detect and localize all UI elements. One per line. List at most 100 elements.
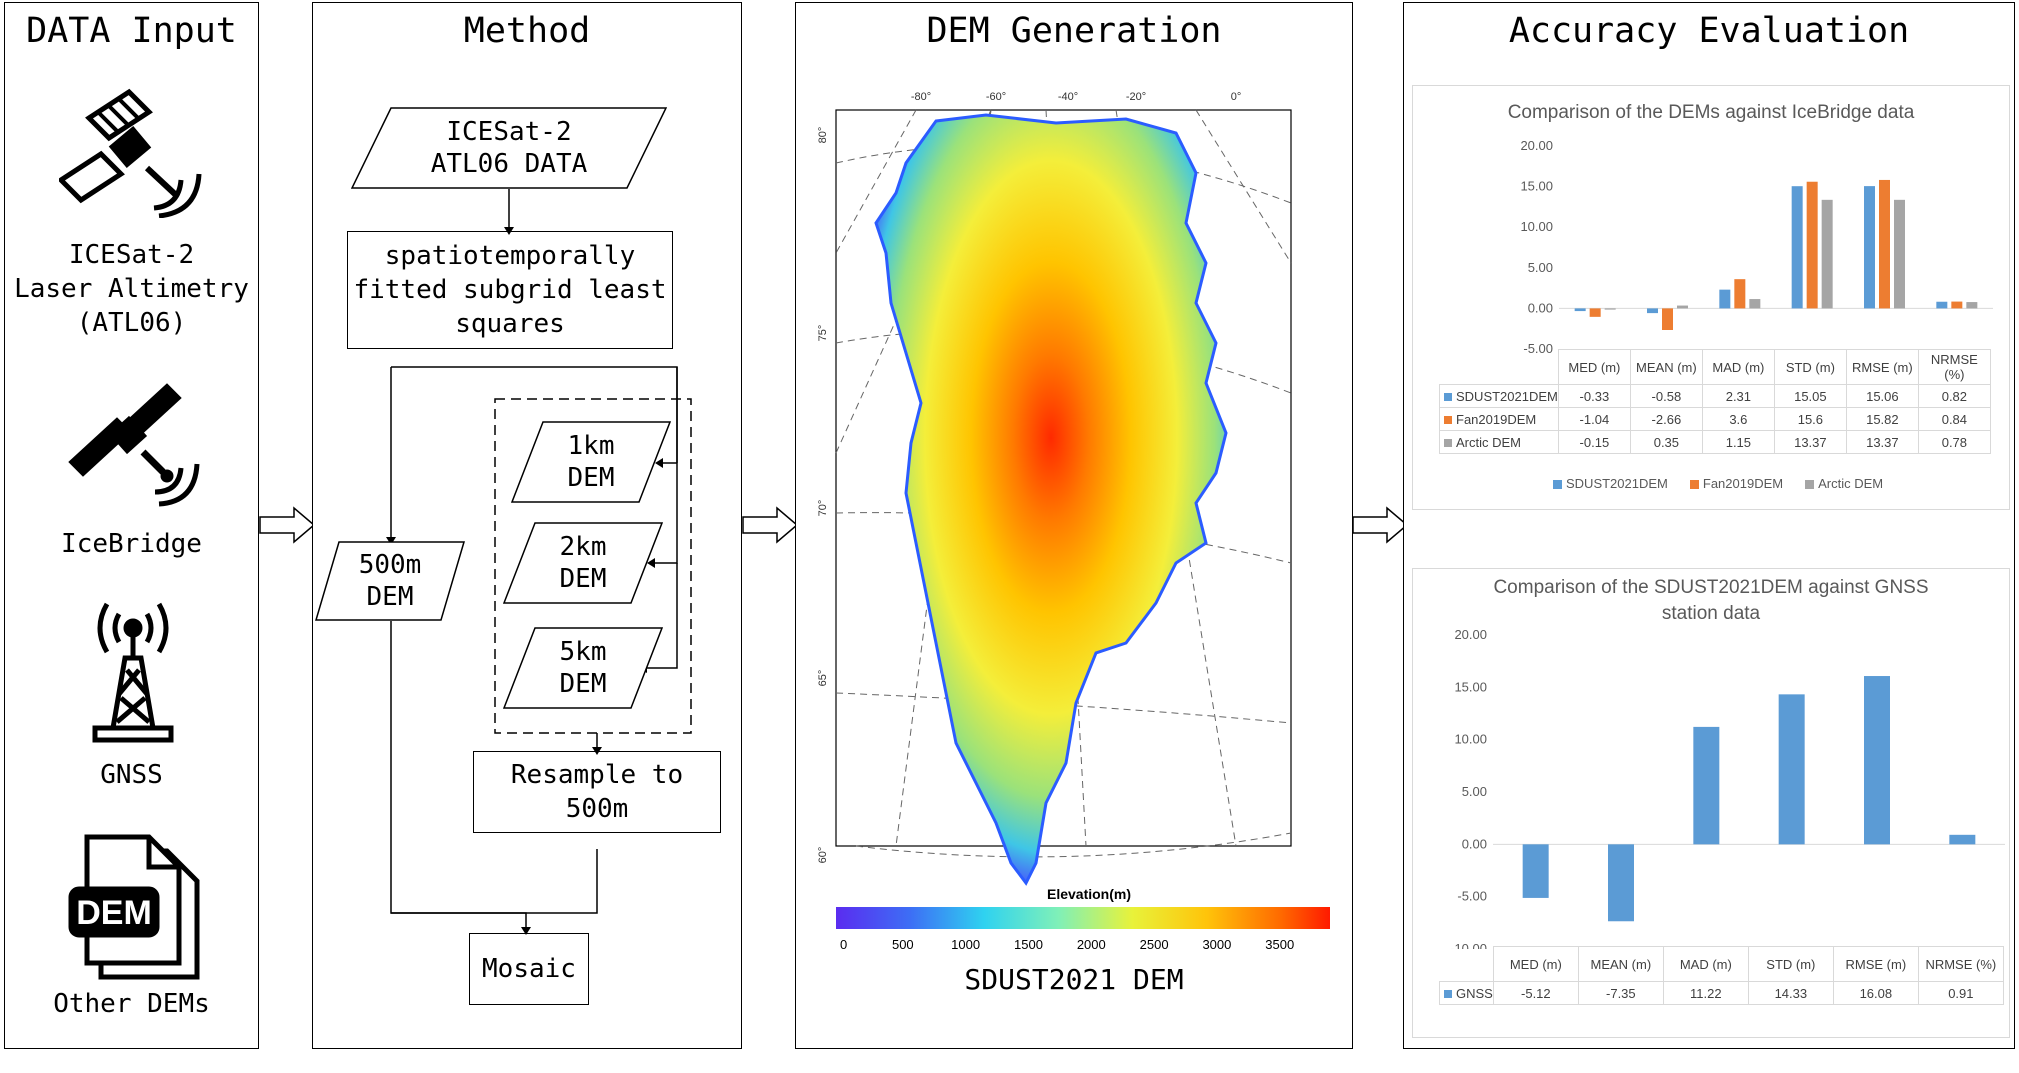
y-tick-label: 15.00 — [1454, 679, 1487, 694]
lat-label: 65° — [817, 670, 829, 687]
legend-swatch — [1444, 438, 1452, 447]
table-header-cell: MED (m) — [1557, 349, 1631, 385]
table-cell: 0.91 — [1917, 981, 2004, 1005]
legend-item: Fan2019DEM — [1689, 476, 1783, 491]
bar-sdust2021dem — [1936, 301, 1948, 309]
table-header-cell: MEAN (m) — [1577, 946, 1664, 982]
table-cell: 15.05 — [1773, 384, 1847, 408]
table-cell: 0.78 — [1917, 430, 1991, 454]
table-cell: 0.35 — [1629, 430, 1703, 454]
series-label: SDUST2021DEM — [1439, 384, 1559, 408]
bar-fan2019dem — [1951, 301, 1963, 309]
legend-swatch — [1444, 392, 1452, 401]
lon-label: -40° — [1058, 91, 1078, 103]
legend-item: Arctic DEM — [1805, 476, 1883, 491]
colorbar-tick-label: 2500 — [1140, 937, 1169, 952]
colorbar-title: Elevation(m) — [1047, 886, 1131, 902]
method-panel: Method ICESat-2 ATL06 DATA spatiotemp — [312, 2, 742, 1049]
colorbar-tick-label: 3000 — [1202, 937, 1231, 952]
lat-label: 75° — [817, 325, 829, 342]
legend-swatch — [1444, 415, 1452, 424]
satellite-icon — [59, 88, 202, 218]
dem-500m-box: 500m DEM — [315, 541, 465, 621]
table-cell: 14.33 — [1747, 981, 1834, 1005]
antenna-tower-icon — [92, 602, 174, 743]
atl06-input-box: ICESat-2 ATL06 DATA — [351, 107, 667, 189]
colorbar-tick-label: 1000 — [951, 937, 980, 952]
table-cell: -5.12 — [1492, 981, 1579, 1005]
chart-title: Comparison of the SDUST2021DEM against G… — [1493, 577, 1929, 624]
table-header-cell: NRMSE (%) — [1917, 349, 1991, 385]
table-cell: -2.66 — [1629, 407, 1703, 431]
bar-fan2019dem — [1879, 179, 1890, 309]
table-header-cell: RMSE (m) — [1832, 946, 1919, 982]
dem-1km-box: 1km DEM — [511, 421, 671, 503]
table-header-cell: NRMSE (%) — [1917, 946, 2004, 982]
bar-fan2019dem — [1589, 308, 1601, 317]
table-header-cell: MAD (m) — [1701, 349, 1775, 385]
dem-file-label: DEM — [76, 894, 152, 932]
gnss-label: GNSS — [100, 760, 163, 790]
table-cell: 0.82 — [1917, 384, 1991, 408]
y-tick-label: 10.00 — [1454, 732, 1487, 747]
bar-arctic-dem — [1749, 299, 1761, 309]
colorbar-tick-label: 2000 — [1077, 937, 1106, 952]
table-header-cell: MEAN (m) — [1629, 349, 1703, 385]
greenland-dem-map: -80° -60° -40° -20° 0° 80° 75° 70° 65° 6… — [817, 91, 1330, 952]
lon-label: -80° — [911, 91, 931, 103]
table-cell: 11.22 — [1662, 981, 1749, 1005]
gnss-chart: Comparison of the SDUST2021DEM against G… — [1412, 568, 2010, 1038]
icebridge-label: IceBridge — [61, 529, 202, 559]
flow-arrow-icon — [1352, 506, 1409, 544]
flow-arrow-icon — [742, 506, 799, 544]
other-dems-label: Other DEMs — [53, 989, 210, 1019]
atl06-input-text: ICESat-2 ATL06 DATA — [430, 117, 588, 179]
series-label: Arctic DEM — [1439, 430, 1559, 454]
table-cell: -0.58 — [1629, 384, 1703, 408]
dem-5km-text: 5km DEM — [559, 637, 607, 699]
flow-arrow-icon — [259, 506, 316, 544]
series-label: GNSS — [1439, 981, 1494, 1005]
y-tick-label: 0.00 — [1528, 300, 1553, 315]
bar-gnss — [1778, 694, 1805, 845]
legend-swatch — [1805, 480, 1815, 490]
bar-sdust2021dem — [1864, 186, 1875, 309]
dem-500m-text: 500m DEM — [358, 550, 422, 612]
mosaic-box: Mosaic — [469, 933, 589, 1005]
table-header-cell: RMSE (m) — [1845, 349, 1919, 385]
gnss-data-table: MED (m) MEAN (m) MAD (m) STD (m) RMSE (m) NRM… — [1439, 946, 2004, 1005]
chart-legend: SDUST2021DEM Fan2019DEM Arctic DEM — [1553, 476, 1883, 491]
table-header-cell: STD (m) — [1773, 349, 1847, 385]
icesat2-label: ICESat-2 Laser Altimetry (ATL06) — [14, 240, 249, 338]
legend-item: SDUST2021DEM — [1553, 476, 1668, 491]
y-tick-label: 20.00 — [1454, 627, 1487, 642]
icebridge-data-table: MED (m) MEAN (m) MAD (m) STD (m) RMSE (m) NRM… — [1439, 349, 1991, 454]
lat-label: 80° — [817, 127, 829, 144]
resample-box: Resample to 500m — [473, 751, 721, 833]
y-tick-label: 20.00 — [1520, 138, 1553, 153]
y-tick-label: 5.00 — [1462, 784, 1487, 799]
table-cell: 15.6 — [1773, 407, 1847, 431]
table-cell: -7.35 — [1577, 981, 1664, 1005]
lon-label: -60° — [986, 91, 1006, 103]
bar-gnss — [1949, 834, 1976, 845]
table-cell: 0.84 — [1917, 407, 1991, 431]
y-tick-label: 5.00 — [1528, 260, 1553, 275]
y-tick-label: 0.00 — [1462, 836, 1487, 851]
legend-swatch — [1689, 480, 1699, 490]
legend-swatch — [1444, 989, 1452, 998]
icebridge-satellite-icon — [68, 383, 200, 507]
lat-label: 60° — [817, 847, 829, 864]
table-cell: 15.06 — [1845, 384, 1919, 408]
table-cell: 3.6 — [1701, 407, 1775, 431]
bar-fan2019dem — [1806, 181, 1818, 309]
dem-5km-box: 5km DEM — [503, 627, 663, 709]
colorbar — [836, 907, 1330, 929]
dem-generation-title: DEM Generation — [926, 11, 1222, 51]
y-tick-label: -5.00 — [1457, 889, 1487, 904]
dem-generation-panel: DEM Generation — [795, 2, 1353, 1049]
dem-file-icon: DEM — [68, 834, 200, 980]
bar-arctic-dem — [1894, 199, 1905, 309]
bar-arctic-dem — [1821, 199, 1833, 309]
bar-sdust2021dem — [1719, 289, 1731, 309]
